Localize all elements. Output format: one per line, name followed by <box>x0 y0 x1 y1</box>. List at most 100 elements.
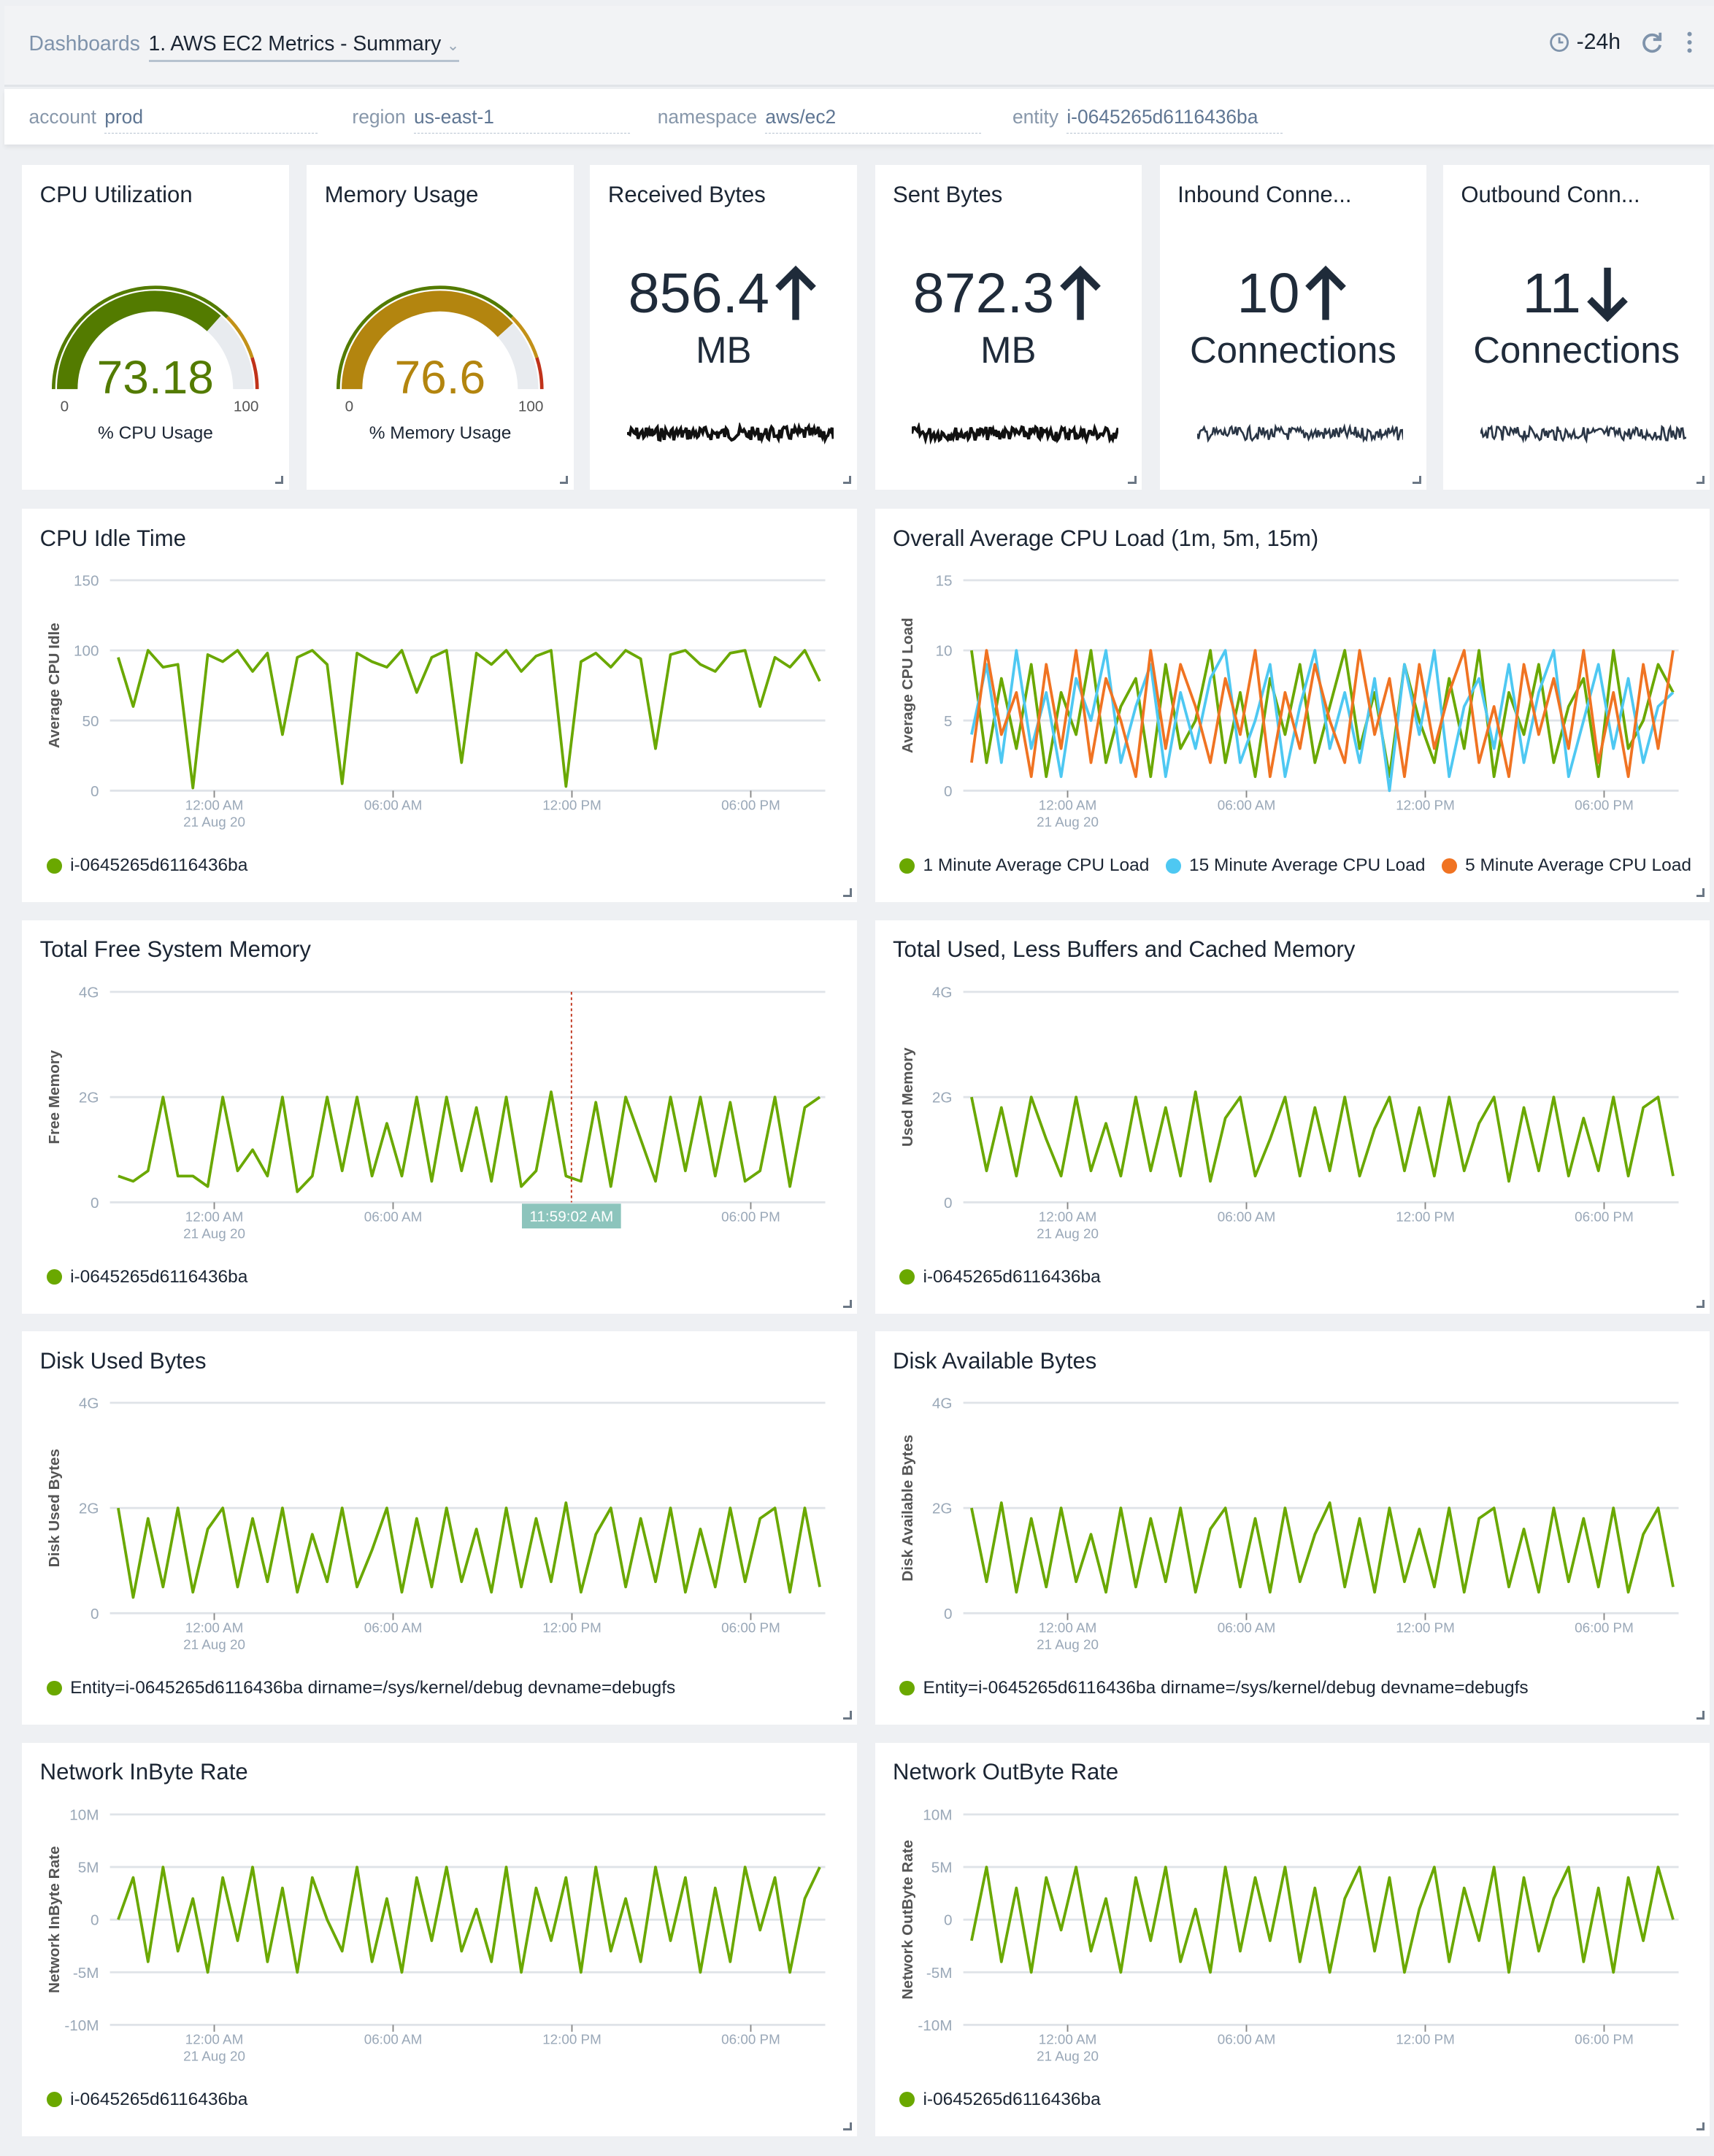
arrow-up-icon <box>1060 265 1101 320</box>
x-tick-sublabel: 21 Aug 20 <box>183 1225 245 1241</box>
gauge-threshold-band <box>535 357 544 390</box>
y-tick-label: 10M <box>923 1806 952 1823</box>
y-axis-label: Network OutByte Rate <box>899 1839 915 1999</box>
y-tick-label: 4G <box>79 984 99 1001</box>
filter-value[interactable]: aws/ec2 <box>765 106 982 134</box>
series-line <box>969 649 1675 779</box>
resize-handle[interactable] <box>1696 1299 1705 1309</box>
legend-label: i-0645265d6116436ba <box>923 2089 1101 2109</box>
resize-handle[interactable] <box>843 476 852 485</box>
y-tick-label: 4G <box>79 1395 99 1412</box>
resize-handle[interactable] <box>843 1711 852 1720</box>
crosshair-time-label: 11:59:02 AM <box>530 1208 614 1225</box>
legend: i-0645265d6116436ba <box>47 2090 247 2110</box>
y-axis-label: Used Memory <box>899 1047 915 1146</box>
y-tick-label: 0 <box>944 1606 953 1622</box>
legend-dot <box>1442 858 1457 874</box>
chart-panel: CPU Idle Time 0 50 100 150 12:00 AM 21 Aug 20 0… <box>22 509 858 903</box>
x-tick-label: 06:00 PM <box>1575 2031 1634 2047</box>
legend-item[interactable]: i-0645265d6116436ba <box>47 2090 247 2110</box>
resize-handle[interactable] <box>1696 476 1705 485</box>
filter-value[interactable]: us-east-1 <box>414 106 630 134</box>
filter-namespace[interactable]: namespace aws/ec2 <box>658 106 982 134</box>
legend-item[interactable]: 15 Minute Average CPU Load <box>1165 855 1425 876</box>
stat-unit: Connections <box>1473 329 1680 371</box>
filter-value[interactable]: i-0645265d6116436ba <box>1067 106 1283 134</box>
legend: i-0645265d6116436ba <box>47 855 247 876</box>
legend: Entity=i-0645265d6116436ba dirname=/sys/… <box>47 1678 675 1698</box>
filter-label: region <box>352 106 406 128</box>
y-tick-label: 50 <box>82 713 99 730</box>
resize-handle[interactable] <box>843 1299 852 1309</box>
gauge-min: 0 <box>345 398 354 415</box>
gauge: 73.18 0 100 <box>52 285 259 415</box>
resize-handle[interactable] <box>1128 476 1137 485</box>
gauge-max: 100 <box>518 398 544 415</box>
gauge-value-arc <box>342 290 513 390</box>
legend-item[interactable]: Entity=i-0645265d6116436ba dirname=/sys/… <box>899 1678 1529 1698</box>
dashboard-title-dropdown[interactable]: 1. AWS EC2 Metrics - Summary ⌄ <box>148 31 460 62</box>
resize-handle[interactable] <box>843 888 852 897</box>
legend-item[interactable]: 1 Minute Average CPU Load <box>899 855 1149 876</box>
chart-panel: Network OutByte Rate -10M -5M 0 5M 10M 12:00 A… <box>875 1742 1710 2136</box>
resize-handle[interactable] <box>1696 2122 1705 2131</box>
x-tick-label: 06:00 AM <box>1217 1620 1275 1636</box>
arrow-up-icon <box>775 265 816 320</box>
resize-handle[interactable] <box>274 476 284 485</box>
series-line <box>969 649 1675 779</box>
time-range: -24h <box>1576 30 1621 55</box>
legend-item[interactable]: i-0645265d6116436ba <box>47 855 247 876</box>
resize-handle[interactable] <box>843 2122 852 2131</box>
legend: i-0645265d6116436ba <box>899 1267 1101 1287</box>
refresh-icon[interactable] <box>1640 30 1664 55</box>
panel-title: Outbound Conn... <box>1461 181 1640 207</box>
legend-item[interactable]: i-0645265d6116436ba <box>899 1267 1101 1287</box>
filter-value[interactable]: prod <box>104 106 318 134</box>
x-tick-label: 06:00 AM <box>1217 1209 1275 1224</box>
resize-handle[interactable] <box>1413 476 1421 485</box>
resize-handle[interactable] <box>559 476 569 485</box>
x-tick-sublabel: 21 Aug 20 <box>1037 1637 1099 1652</box>
stat-value-row: 856.4 <box>590 261 857 326</box>
legend-label: Entity=i-0645265d6116436ba dirname=/sys/… <box>923 1678 1529 1698</box>
arrow-up-icon <box>1305 265 1347 320</box>
filter-account[interactable]: account prod <box>29 106 318 134</box>
legend-item[interactable]: i-0645265d6116436ba <box>47 1267 247 1287</box>
x-tick-sublabel: 21 Aug 20 <box>1037 815 1099 830</box>
filter-label: entity <box>1012 106 1059 128</box>
chart-panel: Network InByte Rate -10M -5M 0 5M 10M 12:00 AM… <box>22 1742 858 2136</box>
chart-panel: Total Free System Memory 0 2G 4G 12:00 AM 21 … <box>22 920 858 1314</box>
sparkline <box>1196 423 1404 443</box>
filter-region[interactable]: region us-east-1 <box>352 106 630 134</box>
line-chart: 0 5 10 15 12:00 AM 21 Aug 20 06:00 AM 12:00 PM 0… <box>899 573 1679 830</box>
legend-label: i-0645265d6116436ba <box>70 1266 248 1287</box>
x-tick-label: 12:00 PM <box>542 1620 602 1636</box>
y-tick-label: 2G <box>931 1089 952 1106</box>
x-tick-label: 12:00 AM <box>1038 2031 1096 2047</box>
x-tick-label: 12:00 AM <box>185 798 244 813</box>
arrow-down-icon <box>1586 267 1628 323</box>
resize-handle[interactable] <box>1696 888 1705 897</box>
filter-entity[interactable]: entity i-0645265d6116436ba <box>1012 106 1283 134</box>
more-vertical-icon[interactable] <box>1684 30 1695 55</box>
chart-panel: Disk Available Bytes 0 2G 4G 12:00 AM 21 Aug … <box>875 1331 1710 1725</box>
y-tick-label: 5M <box>931 1859 952 1876</box>
time-range-button[interactable]: -24h <box>1549 30 1621 55</box>
legend-item[interactable]: 5 Minute Average CPU Load <box>1442 855 1691 876</box>
breadcrumb-dashboards[interactable]: Dashboards <box>28 31 140 55</box>
gauge-value-arc <box>57 290 221 390</box>
series-line <box>969 649 1674 793</box>
legend-item[interactable]: i-0645265d6116436ba <box>899 2089 1101 2110</box>
y-tick-label: 4G <box>931 984 952 1001</box>
panel-title: Received Bytes <box>607 181 766 207</box>
crosshair-time-badge <box>522 1203 621 1228</box>
x-tick-label: 06:00 PM <box>1575 1620 1634 1636</box>
y-tick-label: 5M <box>78 1859 99 1876</box>
legend-item[interactable]: Entity=i-0645265d6116436ba dirname=/sys/… <box>47 1678 675 1698</box>
filter-label: account <box>28 106 96 128</box>
x-tick-label: 06:00 AM <box>1217 2031 1275 2047</box>
panel-title: Inbound Conne... <box>1177 181 1352 207</box>
resize-handle[interactable] <box>1696 1711 1705 1720</box>
